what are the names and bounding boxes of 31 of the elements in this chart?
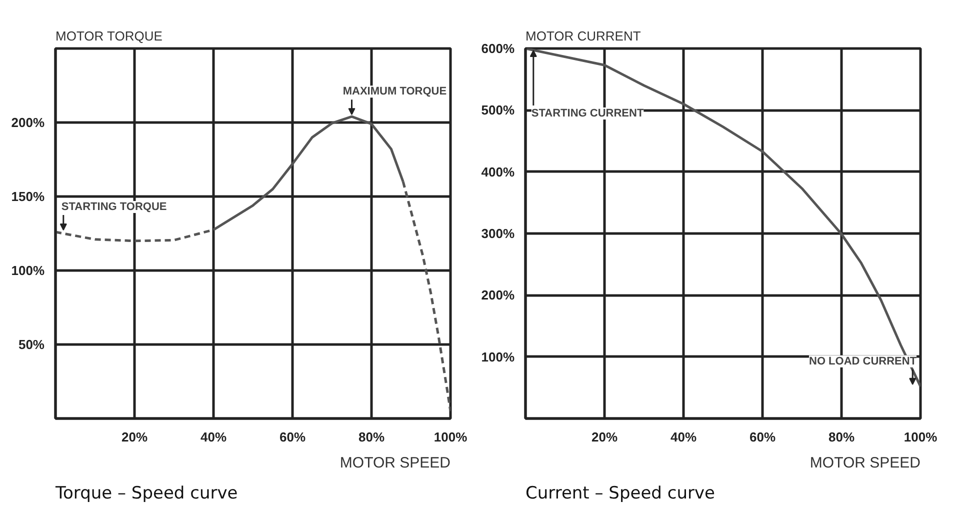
x-tick-label: 20% [591, 430, 618, 444]
x-axis-title: MOTOR SPEED [340, 454, 451, 472]
y-tick-label: 200% [11, 115, 45, 130]
x-tick-label: 60% [749, 430, 776, 444]
x-tick-label: 40% [200, 430, 227, 444]
y-tick-label: 150% [11, 189, 45, 204]
text: Torque – Speed curve [54, 484, 238, 504]
x-tick-label: 100% [904, 430, 938, 444]
y-axis-title: MOTOR CURRENT [526, 28, 641, 44]
x-tick-label: 40% [670, 430, 697, 444]
annotation: STARTING CURRENT [531, 108, 644, 120]
x-axis-title: MOTOR SPEED [810, 454, 921, 472]
annotation: NO LOAD CURRENT [809, 355, 917, 368]
y-axis-title: MOTOR TORQUE [56, 28, 163, 44]
line-series [526, 48, 920, 388]
x-tick-label: 80% [358, 430, 385, 444]
text: Current – Speed curve [526, 484, 715, 504]
y-tick-label: 100% [11, 263, 45, 278]
x-tick-label: 60% [279, 430, 306, 444]
annotation: STARTING TORQUE [61, 201, 167, 214]
y-tick-label: 200% [481, 288, 515, 303]
x-tick-label: 80% [828, 430, 855, 444]
x-tick-label: 100% [434, 430, 468, 444]
y-tick-label: 300% [481, 226, 515, 241]
y-tick-label: 500% [481, 102, 515, 118]
y-tick-label: 600% [481, 41, 515, 56]
annotation: MAXIMUM TORQUE [342, 86, 447, 98]
y-tick-label: 50% [18, 337, 45, 352]
y-tick-label: 100% [481, 349, 515, 364]
x-tick-label: 20% [121, 430, 148, 444]
y-tick-label: 400% [481, 164, 515, 180]
